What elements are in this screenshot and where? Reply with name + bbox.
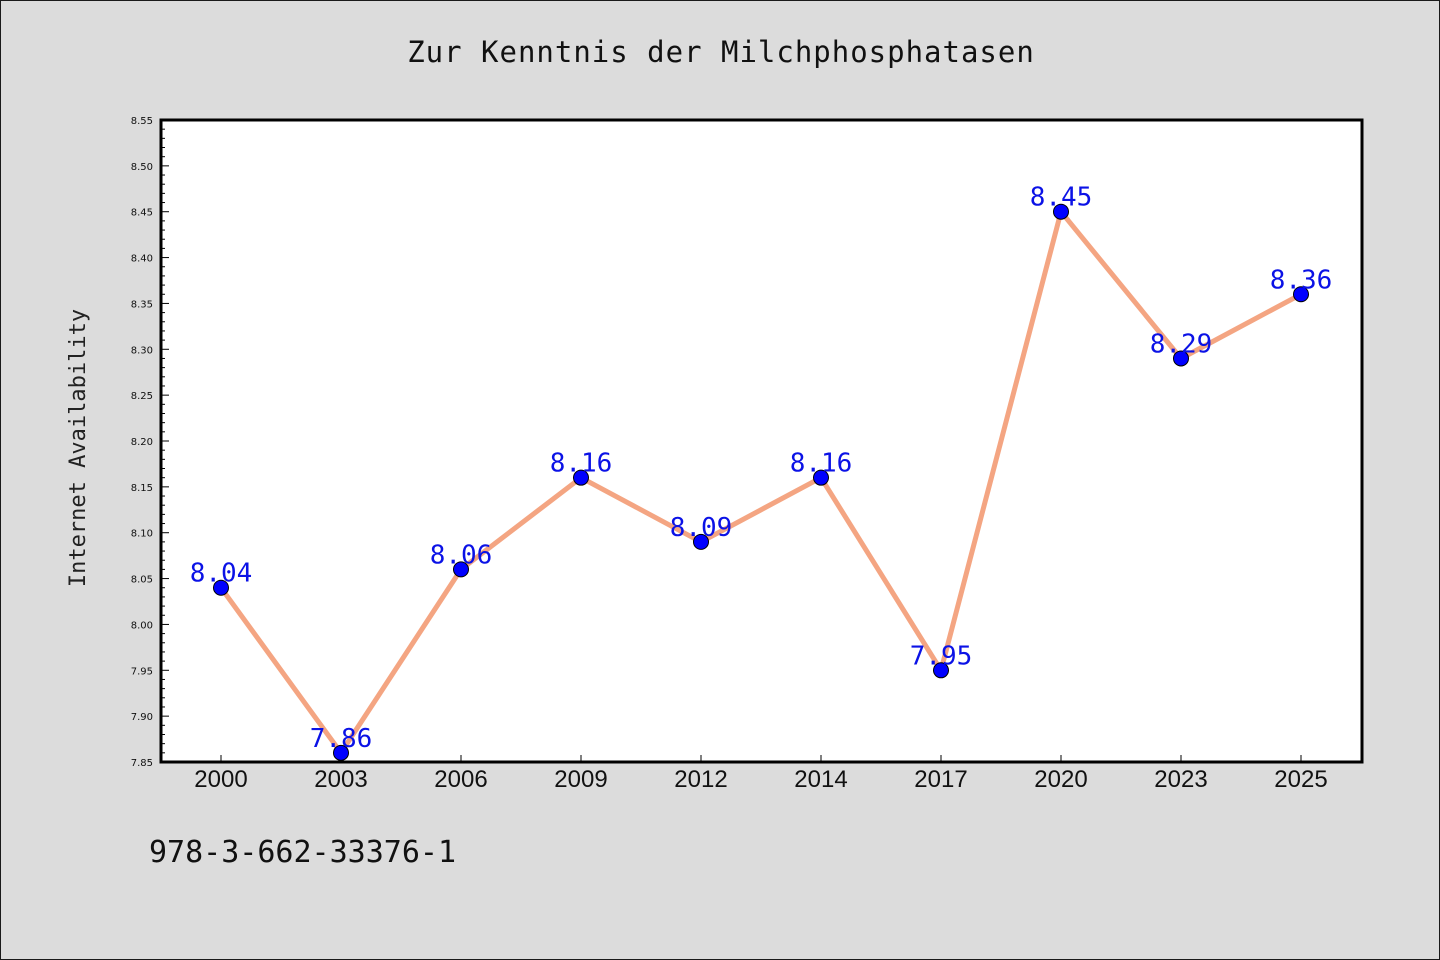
data-point xyxy=(333,744,349,761)
y-tick-label: 8.25 xyxy=(131,391,153,402)
y-tick-label: 7.90 xyxy=(131,712,153,723)
y-axis-ticks: 7.85 7.90 7.95 8.00 8.05 8.10 8.15 8.20 8.25 8.30… xyxy=(131,116,169,769)
data-label: 8.36 xyxy=(1270,265,1333,295)
x-tick-label: 2020 xyxy=(1034,766,1087,793)
plot-area xyxy=(161,120,1362,762)
y-tick-label: 8.40 xyxy=(131,254,153,265)
data-label: 8.09 xyxy=(670,513,733,543)
x-tick-label: 2003 xyxy=(314,766,367,793)
data-point xyxy=(1173,350,1189,367)
data-label: 8.16 xyxy=(550,449,613,479)
data-labels: 8.04 7.86 8.06 8.16 8.09 8.16 7.95 8.45 8.29 8.36 xyxy=(190,183,1333,754)
data-label: 8.45 xyxy=(1030,183,1093,213)
y-tick-label: 8.05 xyxy=(131,575,153,586)
y-tick-label: 8.50 xyxy=(131,162,153,173)
series-line xyxy=(218,209,1304,756)
isbn-code: 978-3-662-33376-1 xyxy=(149,835,457,870)
data-markers xyxy=(213,203,1309,761)
x-tick-label: 2023 xyxy=(1154,766,1207,793)
data-point xyxy=(693,533,709,550)
x-tick-label: 2017 xyxy=(914,766,967,793)
data-point xyxy=(813,469,829,486)
chart-title: Zur Kenntnis der Milchphosphatasen xyxy=(407,35,1035,69)
x-tick-label: 2012 xyxy=(674,766,727,793)
y-tick-label: 8.55 xyxy=(131,116,153,127)
data-label: 8.16 xyxy=(790,449,853,479)
data-point xyxy=(573,469,589,486)
y-tick-label: 8.00 xyxy=(131,620,153,631)
data-label: 7.86 xyxy=(310,724,373,754)
data-label: 8.29 xyxy=(1150,329,1213,359)
y-tick-label: 8.15 xyxy=(131,483,153,494)
x-tick-label: 2006 xyxy=(434,766,487,793)
plot-frame xyxy=(159,118,1364,764)
y-tick-label: 8.45 xyxy=(131,208,153,219)
x-tick-label: 2009 xyxy=(554,766,607,793)
x-tick-label: 2000 xyxy=(194,766,247,793)
y-tick-label: 8.10 xyxy=(131,529,153,540)
y-tick-label: 7.95 xyxy=(131,666,153,677)
y-tick-label: 8.20 xyxy=(131,437,153,448)
x-axis-ticks: 2000 2003 2006 2009 2012 2014 2017 2020 2023 2025 xyxy=(194,755,1328,793)
data-label: 8.06 xyxy=(430,540,493,570)
x-tick-label: 2014 xyxy=(794,766,847,793)
y-tick-label: 7.85 xyxy=(131,758,153,769)
data-point xyxy=(453,561,469,578)
data-point xyxy=(933,662,949,679)
data-label: 7.95 xyxy=(910,641,973,671)
y-tick-label: 8.35 xyxy=(131,299,153,310)
data-label: 8.04 xyxy=(190,559,253,589)
data-point xyxy=(213,579,229,596)
data-point xyxy=(1293,286,1309,303)
data-point xyxy=(1053,203,1069,220)
y-axis-label: Internet Availability xyxy=(66,309,91,587)
y-tick-label: 8.30 xyxy=(131,345,153,356)
x-tick-label: 2025 xyxy=(1274,766,1327,793)
